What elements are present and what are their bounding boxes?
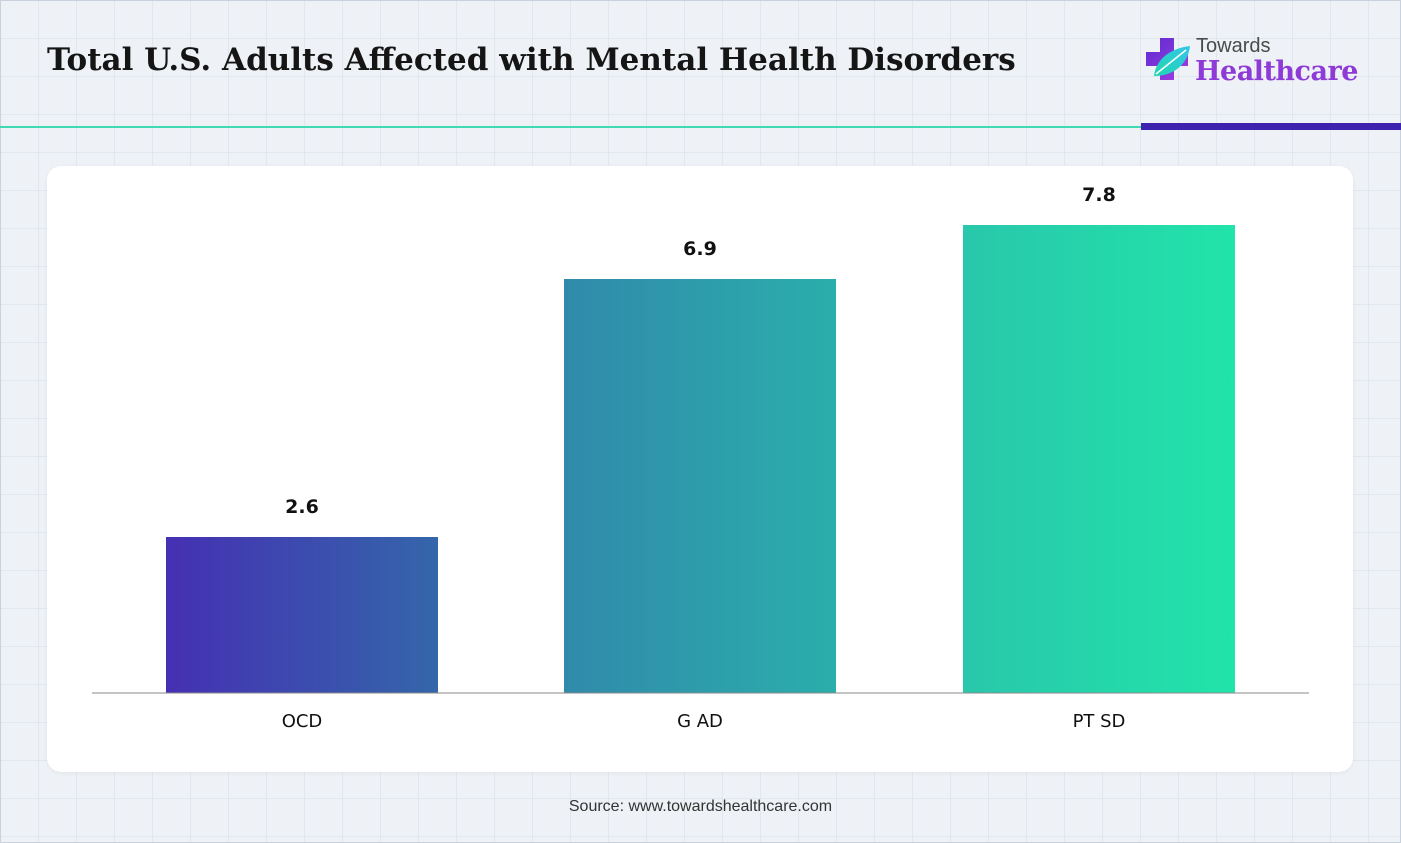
data-label: 6.9 (683, 238, 717, 260)
header-rule-teal (0, 126, 1141, 128)
bar-chart: 2.6 OCD 6.9 G AD 7.8 PT SD (92, 184, 1309, 732)
x-tick-label: G AD (677, 711, 723, 732)
source-note: Source: www.towardshealthcare.com (568, 798, 833, 815)
brand-logo: Towards Healthcare (1144, 34, 1359, 96)
chart-card: 2.6 OCD 6.9 G AD 7.8 PT SD (47, 166, 1353, 772)
bar-ocd (166, 537, 438, 693)
logo-wordmark-bottom: Healthcare (1195, 56, 1358, 87)
data-label: 7.8 (1082, 184, 1116, 206)
logo-wordmark-top: Towards (1196, 35, 1271, 57)
medical-cross-leaf-icon (1146, 38, 1190, 80)
bar-pt-sd (963, 225, 1235, 693)
data-label: 2.6 (285, 496, 319, 518)
page-title: Total U.S. Adults Affected with Mental H… (47, 42, 1016, 78)
x-tick-label: PT SD (1073, 711, 1126, 732)
header-rule-purple (1141, 123, 1401, 130)
bar-g-ad (564, 279, 836, 693)
x-tick-label: OCD (282, 711, 323, 732)
